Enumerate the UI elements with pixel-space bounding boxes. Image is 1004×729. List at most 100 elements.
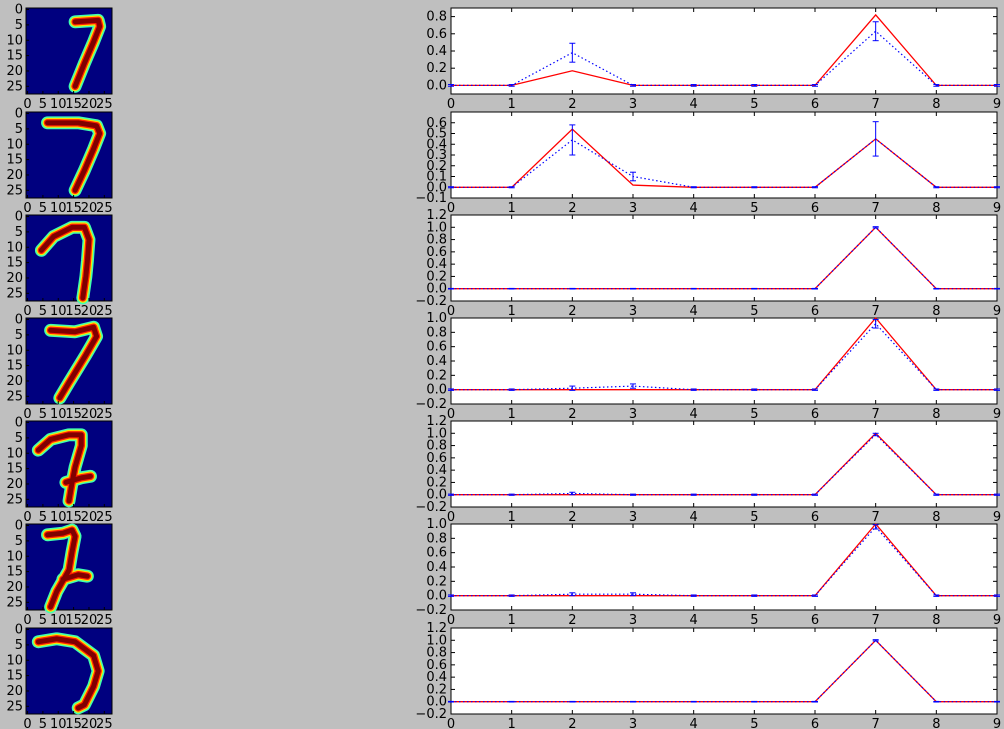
probability-plot: −0.20.00.20.40.60.81.01.2 0 1 2 3 4 5 6 7 8 9 (415, 208, 1001, 319)
y-tick-label: 0.4 (426, 354, 447, 369)
y-tick-label: 0.4 (426, 463, 447, 478)
error-bar (508, 186, 515, 189)
y-tick-label: 0.6 (426, 27, 447, 42)
image-y-tick-label: 15 (6, 462, 23, 477)
y-tick-label: 0.2 (426, 269, 447, 284)
y-tick-label: 0.0 (426, 282, 447, 297)
image-y-tick-label: 25 (6, 79, 23, 94)
error-bar (630, 700, 636, 703)
error-bar (994, 493, 1000, 496)
image-x-tick-label: 5 (39, 613, 47, 628)
image-x-tick-label: 20 (81, 510, 98, 525)
y-tick-label: 0.8 (426, 646, 447, 661)
y-tick-label: 1.0 (426, 311, 447, 326)
image-x-tick-label: 15 (65, 407, 82, 422)
image-y-tick-label: 5 (15, 534, 23, 549)
image-y-tick-label: 5 (15, 328, 23, 343)
image-y-tick-label: 15 (6, 359, 23, 374)
x-tick-label: 7 (872, 97, 880, 112)
y-tick-label: 1.0 (426, 517, 447, 532)
x-tick-label: 8 (932, 201, 940, 216)
y-tick-label: −0.2 (415, 603, 447, 618)
x-tick-label: 5 (750, 613, 758, 628)
image-y-tick-label: 20 (6, 374, 23, 389)
x-tick-label: 1 (508, 717, 516, 729)
error-bar (508, 388, 515, 391)
error-bar (994, 84, 1000, 87)
image-x-tick-label: 25 (96, 717, 113, 729)
y-tick-label: 1.0 (426, 220, 447, 235)
x-tick-label: 4 (690, 97, 698, 112)
x-tick-label: 9 (993, 201, 1001, 216)
y-tick-label: 1.2 (426, 621, 447, 636)
x-tick-label: 3 (629, 510, 637, 525)
error-bar (690, 186, 697, 189)
digit-stroke (60, 572, 90, 582)
x-tick-label: 3 (629, 613, 637, 628)
digit-stroke (45, 527, 78, 610)
error-bar (690, 493, 697, 496)
y-tick-label: 0.0 (426, 589, 447, 604)
x-tick-label: 8 (932, 97, 940, 112)
digit-stroke (72, 17, 103, 89)
image-x-tick-label: 10 (50, 407, 67, 422)
y-tick-label: 0.8 (426, 439, 447, 454)
error-bar (630, 287, 636, 290)
error-bar (872, 226, 879, 229)
image-y-tick-label: 25 (6, 492, 23, 507)
probability-plot: −0.20.00.20.40.60.81.0 0 1 2 3 4 5 6 7 8 9 (415, 311, 1001, 422)
plot-area (450, 111, 998, 199)
y-tick-label: 1.2 (426, 414, 447, 429)
y-tick-label: 0.0 (426, 180, 447, 195)
x-tick-label: 0 (447, 97, 455, 112)
error-bar (933, 700, 940, 703)
x-tick-label: 9 (993, 510, 1001, 525)
image-x-tick-label: 15 (65, 304, 82, 319)
x-tick-label: 7 (872, 304, 880, 319)
image-y-tick-label: 0 (15, 3, 23, 18)
image-x-tick-label: 5 (39, 304, 47, 319)
error-bar (872, 121, 879, 157)
x-tick-label: 8 (932, 717, 940, 729)
x-tick-label: 9 (993, 717, 1001, 729)
error-bar (508, 700, 515, 703)
probability-plot: 0.0 0.2 0.4 0.6 0.8 0 1 2 3 4 5 6 7 8 9 (426, 7, 1001, 112)
image-y-tick-label: 10 (6, 653, 23, 668)
x-tick-label: 0 (447, 304, 455, 319)
x-tick-label: 2 (568, 201, 576, 216)
image-y-tick-label: 20 (6, 684, 23, 699)
image-y-tick-label: 10 (6, 446, 23, 461)
error-bar (448, 186, 454, 189)
error-bar (751, 493, 758, 496)
image-y-tick-label: 20 (6, 168, 23, 183)
image-y-tick-label: 10 (6, 549, 23, 564)
image-x-tick-label: 5 (39, 201, 47, 216)
image-y-tick-label: 25 (6, 595, 23, 610)
error-bar (994, 287, 1000, 290)
image-y-tick-label: 15 (6, 49, 23, 64)
image-y-tick-label: 5 (15, 638, 23, 653)
mean-line (451, 226, 997, 290)
image-y-tick-label: 5 (15, 431, 23, 446)
error-bar (508, 594, 515, 597)
x-tick-label: 9 (993, 407, 1001, 422)
error-bar (448, 493, 454, 496)
x-tick-label: 6 (811, 510, 819, 525)
error-bar (872, 21, 879, 42)
plot-area (450, 420, 998, 508)
image-x-tick-label: 10 (50, 510, 67, 525)
error-bar (872, 639, 879, 642)
y-tick-label: −0.2 (415, 294, 447, 309)
x-tick-label: 9 (993, 613, 1001, 628)
x-tick-label: 9 (993, 304, 1001, 319)
image-x-tick-label: 20 (81, 407, 98, 422)
image-y-tick-label: 15 (6, 565, 23, 580)
image-y-tick-label: 5 (15, 18, 23, 33)
y-tick-label: 0.2 (426, 475, 447, 490)
x-tick-label: 8 (932, 613, 940, 628)
x-tick-label: 5 (750, 97, 758, 112)
